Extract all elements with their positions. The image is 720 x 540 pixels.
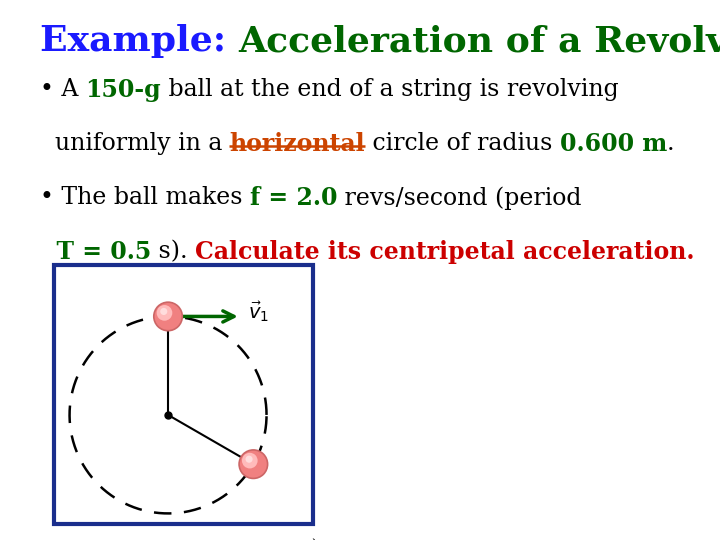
Text: f = 2.0: f = 2.0 <box>250 186 337 210</box>
Text: T = 0.5: T = 0.5 <box>40 240 151 264</box>
Text: 0.600 m: 0.600 m <box>560 132 667 156</box>
Text: revs/second (period: revs/second (period <box>337 186 582 210</box>
Text: ball at the end of a string is revolving: ball at the end of a string is revolving <box>161 78 619 102</box>
Text: 150-g: 150-g <box>86 78 161 102</box>
Text: Example:: Example: <box>40 24 238 58</box>
Text: $\vec{v}_2$: $\vec{v}_2$ <box>302 537 323 540</box>
Circle shape <box>154 302 182 330</box>
Circle shape <box>161 308 167 315</box>
Text: $\vec{v}_1$: $\vec{v}_1$ <box>248 299 269 323</box>
Circle shape <box>242 453 258 469</box>
Text: uniformly in a: uniformly in a <box>40 132 230 156</box>
Circle shape <box>246 456 253 463</box>
Text: circle of radius: circle of radius <box>365 132 560 156</box>
Text: • A: • A <box>40 78 86 102</box>
Text: • The ball makes: • The ball makes <box>40 186 250 210</box>
Circle shape <box>239 450 268 478</box>
Text: s).: s). <box>151 240 195 264</box>
Text: Calculate its centripetal acceleration.: Calculate its centripetal acceleration. <box>195 240 695 264</box>
Text: .: . <box>667 132 675 156</box>
Text: horizontal: horizontal <box>230 132 365 156</box>
Circle shape <box>157 305 172 321</box>
Text: Acceleration of a Revolving Ball: Acceleration of a Revolving Ball <box>238 24 720 59</box>
